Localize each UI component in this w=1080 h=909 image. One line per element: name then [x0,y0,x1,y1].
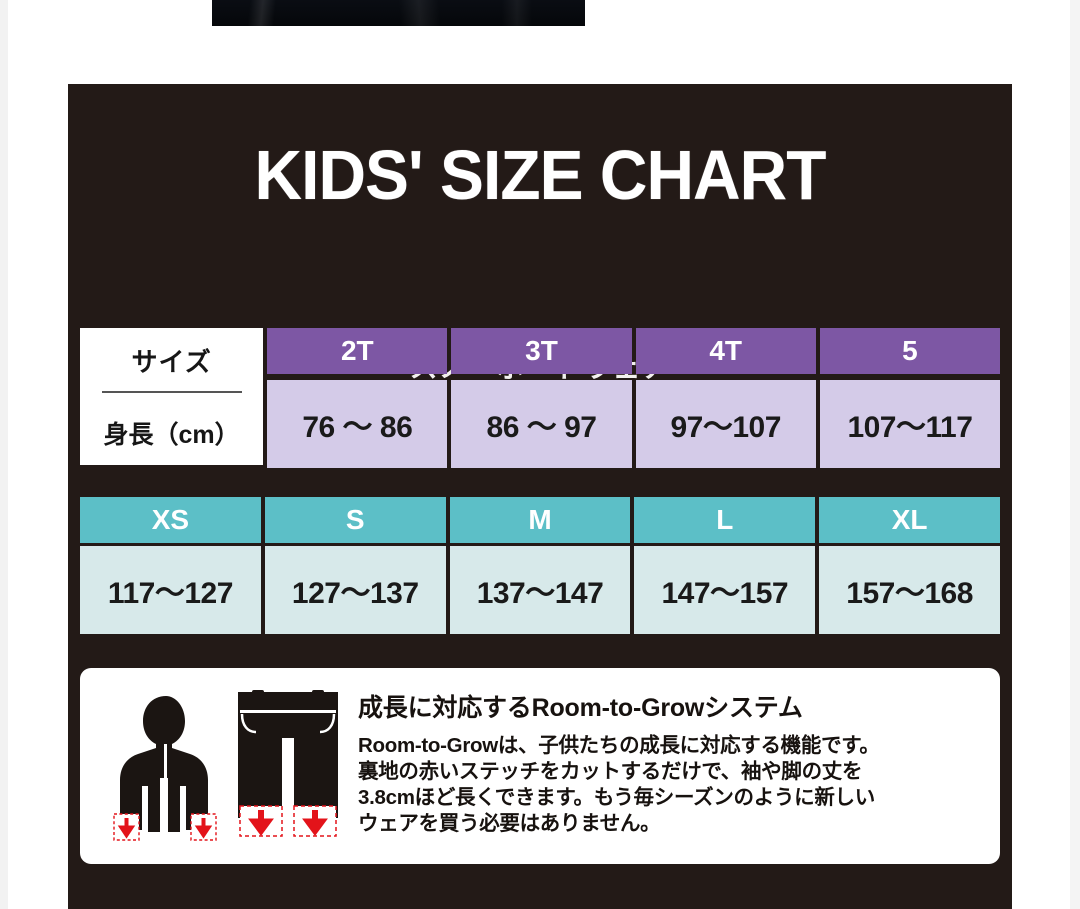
table-header-s: S [264,497,446,543]
size-label-bottom: 身長（cm） [103,421,240,449]
youth-header-row: XS S M L XL [80,497,1000,543]
jacket-right-cuff-arrow [190,813,217,841]
table-header-3t: 3T [451,328,632,374]
page-edge-right [1070,0,1080,909]
kids-value-row: 76 ～ 86 86 ～ 97 97～107 107～117 [267,380,1001,468]
table-header-xs: XS [80,497,261,543]
size-label-divider [101,391,242,393]
jacket-left-cuff-arrow [113,813,140,841]
table-header-5: 5 [819,328,1001,374]
table-value-s: 127～137 [264,546,446,634]
table-header-xl: XL [819,497,1000,543]
pants-icon [238,690,338,837]
room-to-grow-info-box: 成長に対応するRoom-to-Growシステム Room-to-Growは、子供… [80,668,1000,864]
table-value-4t: 97～107 [635,380,816,468]
product-photo-crop [212,0,585,26]
jacket-icon [113,696,217,841]
info-body: Room-to-Growは、子供たちの成長に対応する機能です。 裏地の赤いステッ… [358,733,982,837]
youth-size-table: XS S M L XL 117～127 127～137 137～147 147～… [80,497,1000,634]
table-value-l: 147～157 [634,546,816,634]
pants-right-hem-arrow [293,805,337,837]
room-to-grow-text: 成長に対応するRoom-to-Growシステム Room-to-Growは、子供… [354,682,982,837]
table-value-xs: 117～127 [80,546,261,634]
table-header-m: M [449,497,631,543]
kids-header-row: 2T 3T 4T 5 [267,328,1001,374]
table-value-xl: 157～168 [819,546,1000,634]
size-label-top: サイズ [131,347,212,377]
garment-icons-svg [113,690,338,841]
kids-size-table: サイズ 身長（cm） 2T 3T 4T 5 76 ～ 86 86 ～ 97 97… [80,328,1001,468]
pants-left-hem-arrow [239,805,283,837]
page-title: KIDS' SIZE CHART [254,136,827,214]
page-edge-left [0,0,8,909]
garment-icons [102,682,354,852]
table-value-3t: 86 ～ 97 [451,380,632,468]
info-line-1: Room-to-Growは、子供たちの成長に対応する機能です。 [358,734,880,757]
table-header-l: L [634,497,816,543]
info-line-2: 裏地の赤いステッチをカットするだけで、袖や脚の丈を [358,760,863,783]
info-line-4: ウェアを買う必要はありません。 [358,812,661,835]
size-label-cell: サイズ 身長（cm） [80,328,264,465]
info-line-3: 3.8cmほど長くできます。もう毎シーズンのように新しい [358,786,875,809]
table-header-2t: 2T [267,328,448,374]
table-value-5: 107～117 [819,380,1001,468]
table-value-2t: 76 ～ 86 [267,380,448,468]
youth-value-row: 117～127 127～137 137～147 147～157 157～168 [80,546,1000,634]
size-chart-panel: KIDS' SIZE CHART スノーボードウェア サイズ 身長（cm） 2T… [68,84,1012,909]
info-heading: 成長に対応するRoom-to-Growシステム [358,694,803,722]
table-header-4t: 4T [635,328,816,374]
table-value-m: 137～147 [449,546,631,634]
